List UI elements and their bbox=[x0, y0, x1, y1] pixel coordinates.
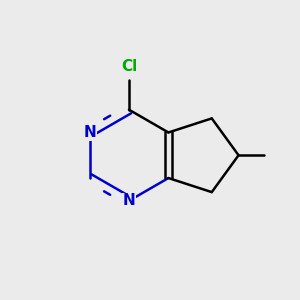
Text: Cl: Cl bbox=[121, 59, 137, 74]
Text: N: N bbox=[123, 193, 135, 208]
Text: N: N bbox=[83, 125, 96, 140]
